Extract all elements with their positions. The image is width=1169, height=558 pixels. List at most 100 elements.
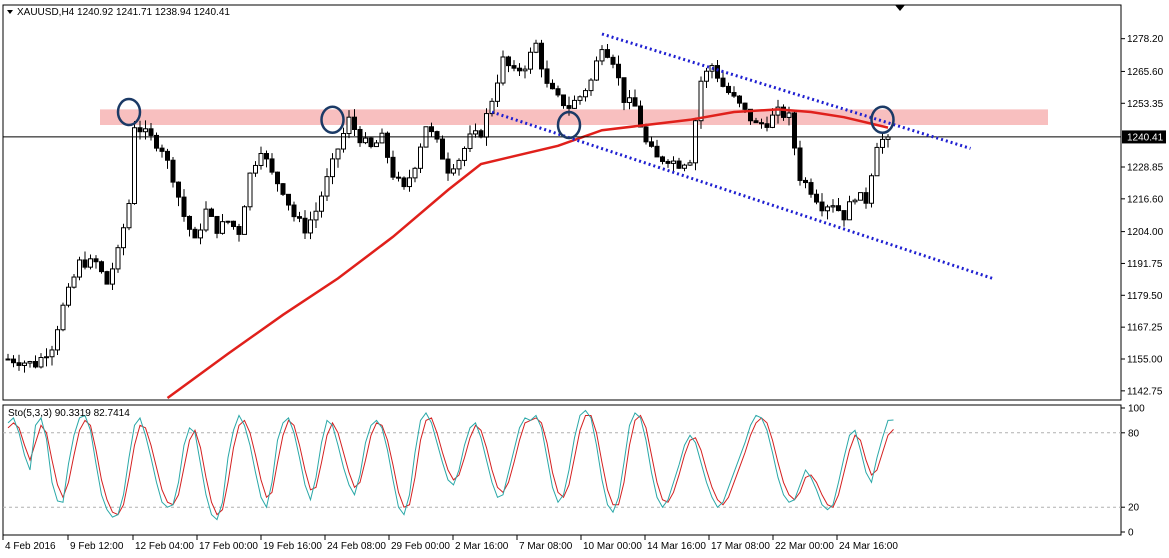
candle xyxy=(511,60,517,72)
candle-body-bull xyxy=(379,132,385,144)
candle xyxy=(203,201,209,233)
candle xyxy=(401,176,407,190)
candle xyxy=(176,181,181,207)
candle-body-bear xyxy=(445,158,451,174)
candle xyxy=(374,140,379,148)
candle xyxy=(22,360,27,373)
candle-body-bear xyxy=(357,128,363,144)
candle-body-bear xyxy=(748,108,753,122)
candle-body-bear xyxy=(192,228,198,239)
candle-body-bear xyxy=(654,145,660,158)
candle xyxy=(533,39,539,54)
candle-body-bull xyxy=(313,210,319,221)
candle xyxy=(346,110,352,139)
candle-body-bear xyxy=(181,196,187,217)
candle-body-bear xyxy=(390,156,396,178)
candle xyxy=(275,171,280,192)
stochastic-levels xyxy=(3,432,1121,508)
candle-body-bear xyxy=(291,204,297,218)
candle xyxy=(588,78,594,96)
moving-average-line xyxy=(166,108,889,400)
current-price-box xyxy=(1122,130,1166,144)
candle-body-bear xyxy=(836,205,841,212)
candle-body-bull xyxy=(786,112,792,118)
stochastic-signal-line xyxy=(7,414,894,516)
stochastic-tick-label: 80 xyxy=(1128,428,1140,439)
candle-body-bear xyxy=(11,358,16,364)
candle-body-bear xyxy=(368,137,374,148)
candle xyxy=(544,60,550,88)
candle xyxy=(77,256,82,281)
candle-body-bull xyxy=(682,164,687,169)
candle xyxy=(418,143,423,173)
candle-body-bear xyxy=(841,210,847,221)
chart-shift-marker-icon[interactable] xyxy=(895,5,905,11)
candle-body-bear xyxy=(764,123,770,128)
candle xyxy=(456,158,462,176)
candle xyxy=(137,120,143,140)
current-price-text: 1240.41 xyxy=(1127,132,1164,143)
stochastic-panel[interactable]: Sto(5,3,3) 90.3319 82.7414 xyxy=(2,404,1122,536)
candle-body-bull xyxy=(121,227,126,249)
touch-circle xyxy=(870,105,895,135)
time-tick-label: 9 Feb 12:00 xyxy=(70,541,124,552)
candle xyxy=(825,204,830,220)
touch-circles xyxy=(116,97,895,140)
candle-body-bull xyxy=(528,51,533,70)
candle-body-bull xyxy=(473,130,478,135)
time-tick-label: 10 Mar 00:00 xyxy=(583,541,642,552)
candle-body-bull xyxy=(412,167,418,179)
candle-body-bear xyxy=(616,63,621,79)
candle xyxy=(16,354,22,371)
candle-body-bull xyxy=(698,80,704,122)
candle-body-bull xyxy=(533,42,539,53)
candle-body-bear xyxy=(726,85,731,94)
candle-body-bear xyxy=(275,171,280,185)
candle-body-bull xyxy=(583,90,588,98)
candle-body-bear xyxy=(544,68,550,84)
candle xyxy=(82,251,88,270)
candle xyxy=(775,99,781,124)
time-axis: 4 Feb 2016 9 Feb 12:00 12 Feb 04:00 17 Feb … xyxy=(2,535,898,552)
candle-body-bull xyxy=(55,329,60,351)
candle-body-bull xyxy=(341,133,346,150)
candle-body-bull xyxy=(253,164,258,174)
candle xyxy=(654,139,660,158)
candle xyxy=(605,43,610,59)
candle-body-bear xyxy=(5,358,11,361)
candle-body-bull xyxy=(27,361,33,364)
price-tick-label: 1253.35 xyxy=(1127,99,1164,110)
candle xyxy=(781,104,786,121)
menu-arrow-icon[interactable] xyxy=(7,10,13,14)
candle xyxy=(671,156,676,172)
candle xyxy=(368,136,374,149)
candle-body-bear xyxy=(803,179,808,184)
candle-body-bear xyxy=(517,67,522,72)
candle-body-bull xyxy=(198,229,203,239)
candle-body-bear xyxy=(550,82,555,90)
time-tick-label: 24 Mar 16:00 xyxy=(839,541,898,552)
candle xyxy=(247,172,253,211)
time-tick-label: 29 Feb 00:00 xyxy=(391,541,450,552)
candle-body-bear xyxy=(385,132,390,158)
price-tick-label: 1167.25 xyxy=(1127,323,1163,334)
candle-body-bear xyxy=(720,77,726,87)
candle-body-bull xyxy=(847,201,852,221)
candle xyxy=(330,153,335,185)
candle-body-bear xyxy=(632,97,638,107)
price-candles xyxy=(5,39,891,373)
candle-body-bear xyxy=(159,147,165,152)
candle-body-bear xyxy=(555,88,561,96)
price-tick-label: 1204.00 xyxy=(1127,227,1164,238)
touch-circle xyxy=(556,110,582,140)
candle-body-bear xyxy=(264,153,269,160)
candle xyxy=(627,90,632,110)
candle xyxy=(577,95,583,105)
candle-body-bull xyxy=(467,133,473,149)
candle xyxy=(319,191,324,218)
candle-body-bear xyxy=(93,258,99,263)
candle xyxy=(561,94,566,109)
candle xyxy=(126,199,132,231)
price-panel[interactable]: XAUUSD,H4 1240.92 1241.71 1238.94 1240.4… xyxy=(2,4,1122,401)
